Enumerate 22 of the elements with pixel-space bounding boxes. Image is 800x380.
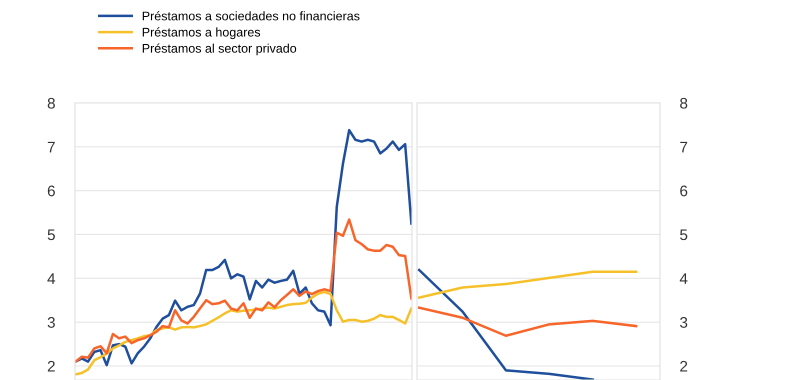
line-series — [418, 270, 638, 299]
y-tick-label: 7 — [680, 142, 688, 152]
y-tick-label: 5 — [48, 230, 55, 240]
line-series — [75, 218, 412, 363]
y-tick-label: 8 — [48, 98, 55, 109]
y-tick-label: 2 — [680, 360, 688, 372]
y-tick-label: 3 — [48, 317, 55, 328]
y-tick-label: 5 — [680, 230, 688, 240]
y-tick-label: 7 — [48, 142, 55, 152]
y-tick-label: 8 — [680, 98, 688, 109]
legend-label: Préstamos a hogares — [142, 27, 260, 40]
line-series — [418, 268, 594, 380]
y-tick-label: 3 — [680, 317, 688, 328]
legend-label: Préstamos a sociedades no financieras — [142, 11, 360, 20]
y-tick-label: 6 — [48, 186, 55, 196]
y-tick-label: 6 — [680, 186, 688, 196]
y-tick-label: 2 — [48, 360, 55, 372]
line-series — [75, 128, 412, 366]
legend-label: Préstamos al sector privado — [142, 43, 296, 56]
y-tick-label: 4 — [47, 273, 56, 284]
line-series — [418, 306, 638, 337]
y-tick-label: 4 — [680, 273, 688, 284]
